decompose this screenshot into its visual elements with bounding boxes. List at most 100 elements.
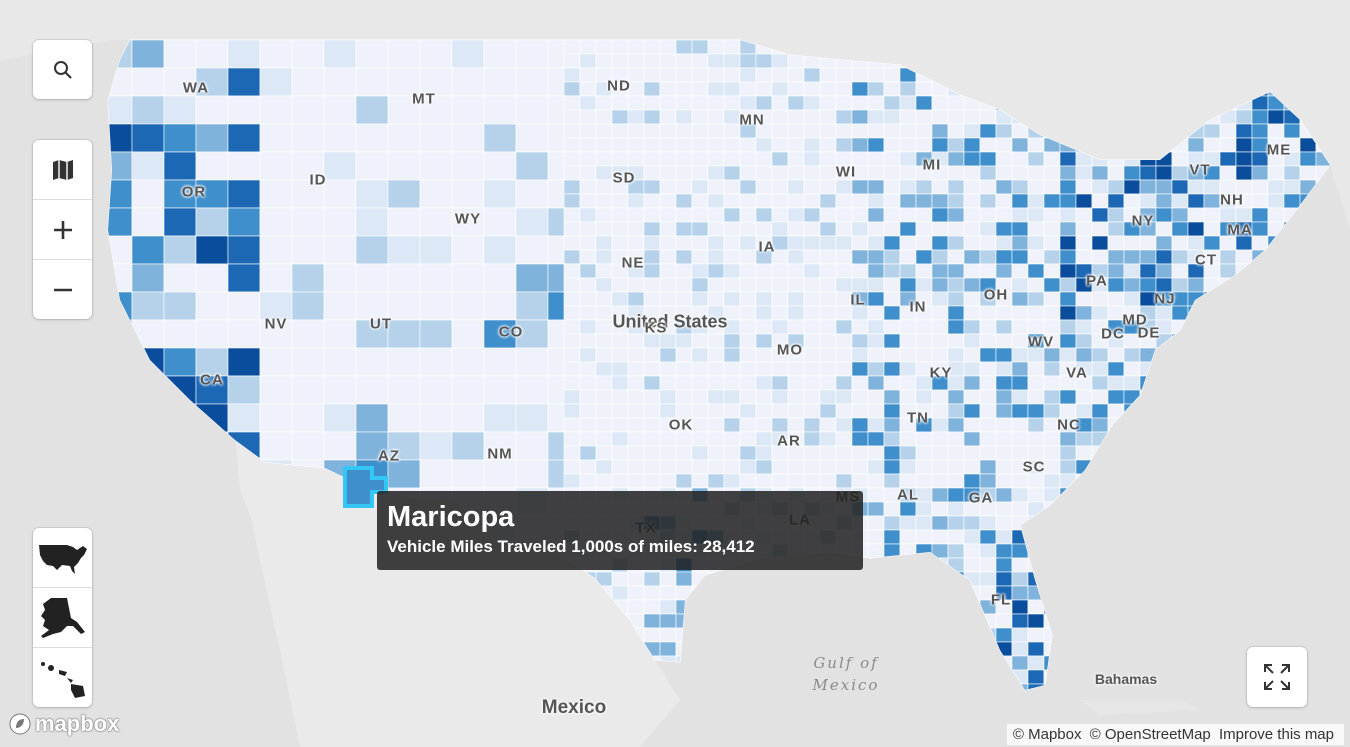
county-cell[interactable] <box>627 445 645 461</box>
county-cell[interactable] <box>803 249 821 265</box>
county-cell[interactable] <box>1043 291 1061 307</box>
county-cell[interactable] <box>755 431 773 447</box>
county-cell[interactable] <box>323 40 357 69</box>
county-cell[interactable] <box>611 137 629 153</box>
county-cell[interactable] <box>851 81 869 97</box>
county-cell[interactable] <box>1059 249 1077 265</box>
county-cell[interactable] <box>1011 249 1029 265</box>
county-cell[interactable] <box>163 151 197 181</box>
county-cell[interactable] <box>899 109 917 125</box>
county-cell[interactable] <box>515 40 549 69</box>
county-cell[interactable] <box>995 403 1013 419</box>
county-cell[interactable] <box>707 459 725 475</box>
county-cell[interactable] <box>979 221 997 237</box>
county-cell[interactable] <box>691 179 709 195</box>
county-cell[interactable] <box>291 40 325 69</box>
county-cell[interactable] <box>755 459 773 475</box>
county-cell[interactable] <box>931 431 949 447</box>
county-cell[interactable] <box>867 109 885 125</box>
county-cell[interactable] <box>483 459 517 489</box>
county-cell[interactable] <box>595 305 613 321</box>
county-cell[interactable] <box>1123 263 1141 279</box>
county-cell[interactable] <box>931 123 949 139</box>
county-cell[interactable] <box>771 193 789 209</box>
county-cell[interactable] <box>643 67 661 83</box>
county-cell[interactable] <box>355 151 389 181</box>
county-cell[interactable] <box>867 501 885 517</box>
county-cell[interactable] <box>787 319 805 335</box>
county-cell[interactable] <box>787 109 805 125</box>
county-cell[interactable] <box>723 361 741 377</box>
county-cell[interactable] <box>1123 361 1141 377</box>
county-cell[interactable] <box>723 473 741 489</box>
attribution-improve[interactable]: Improve this map <box>1218 726 1334 743</box>
county-cell[interactable] <box>1075 193 1093 209</box>
county-cell[interactable] <box>851 193 869 209</box>
county-cell[interactable] <box>755 445 773 461</box>
county-cell[interactable] <box>947 319 965 335</box>
county-cell[interactable] <box>963 109 981 125</box>
county-cell[interactable] <box>787 277 805 293</box>
county-cell[interactable] <box>387 319 421 349</box>
county-cell[interactable] <box>627 389 645 405</box>
county-cell[interactable] <box>995 613 1013 629</box>
county-cell[interactable] <box>787 361 805 377</box>
county-cell[interactable] <box>883 459 901 475</box>
county-cell[interactable] <box>691 459 709 475</box>
county-cell[interactable] <box>963 235 981 251</box>
county-cell[interactable] <box>387 95 421 125</box>
county-cell[interactable] <box>595 389 613 405</box>
county-cell[interactable] <box>659 291 677 307</box>
county-cell[interactable] <box>755 389 773 405</box>
county-cell[interactable] <box>787 389 805 405</box>
county-cell[interactable] <box>835 277 853 293</box>
county-cell[interactable] <box>787 235 805 251</box>
county-cell[interactable] <box>995 123 1013 139</box>
county-cell[interactable] <box>563 221 581 237</box>
county-cell[interactable] <box>323 235 357 265</box>
county-cell[interactable] <box>1267 179 1285 195</box>
county-cell[interactable] <box>739 221 757 237</box>
county-cell[interactable] <box>963 221 981 237</box>
county-cell[interactable] <box>947 249 965 265</box>
county-cell[interactable] <box>787 95 805 111</box>
county-cell[interactable] <box>1251 137 1269 153</box>
county-cell[interactable] <box>947 487 965 503</box>
county-cell[interactable] <box>1059 319 1077 335</box>
county-cell[interactable] <box>1027 277 1045 293</box>
county-cell[interactable] <box>387 123 421 153</box>
county-cell[interactable] <box>131 151 165 181</box>
county-cell[interactable] <box>259 179 293 209</box>
county-cell[interactable] <box>867 543 885 559</box>
county-cell[interactable] <box>387 375 421 405</box>
county-cell[interactable] <box>899 193 917 209</box>
county-cell[interactable] <box>995 515 1013 531</box>
county-cell[interactable] <box>323 431 357 461</box>
county-cell[interactable] <box>803 151 821 167</box>
county-cell[interactable] <box>707 40 725 55</box>
county-cell[interactable] <box>1011 193 1029 209</box>
county-cell[interactable] <box>1251 109 1269 125</box>
county-cell[interactable] <box>643 53 661 69</box>
county-cell[interactable] <box>691 67 709 83</box>
county-cell[interactable] <box>627 207 645 223</box>
county-cell[interactable] <box>803 403 821 419</box>
county-cell[interactable] <box>803 319 821 335</box>
county-cell[interactable] <box>771 375 789 391</box>
county-cell[interactable] <box>915 277 933 293</box>
county-cell[interactable] <box>771 137 789 153</box>
county-cell[interactable] <box>835 193 853 209</box>
county-cell[interactable] <box>1027 263 1045 279</box>
county-cell[interactable] <box>851 361 869 377</box>
county-cell[interactable] <box>259 431 293 461</box>
county-cell[interactable] <box>659 221 677 237</box>
county-cell[interactable] <box>1107 179 1125 195</box>
county-cell[interactable] <box>1283 165 1301 181</box>
county-cell[interactable] <box>867 333 885 349</box>
county-cell[interactable] <box>1011 305 1029 321</box>
county-cell[interactable] <box>835 109 853 125</box>
county-cell[interactable] <box>883 263 901 279</box>
county-cell[interactable] <box>1091 221 1109 237</box>
county-cell[interactable] <box>915 81 933 97</box>
